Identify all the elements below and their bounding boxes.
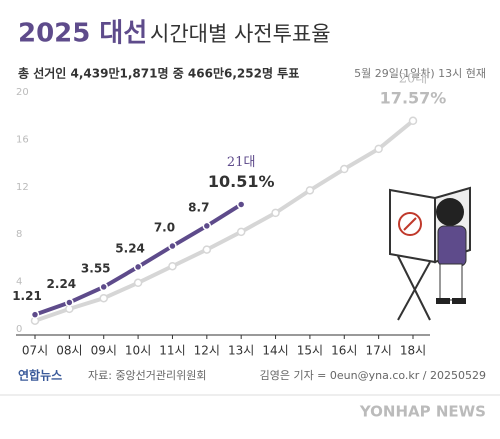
- point: [408, 116, 418, 126]
- point: [305, 186, 315, 195]
- credit: 김영은 기자 = 0eun@yna.co.kr / 20250529: [260, 369, 486, 382]
- x-tick-label: 07시: [22, 344, 48, 358]
- point: [202, 221, 212, 231]
- source: 자료: 중앙선거관리위원회: [88, 369, 207, 382]
- series-label: 21대: [227, 155, 256, 170]
- point: [99, 293, 108, 303]
- point: [65, 298, 74, 307]
- point: [374, 144, 383, 154]
- y-tick-label: 16: [16, 134, 29, 145]
- point: [168, 261, 177, 271]
- y-tick-label: 4: [16, 277, 22, 288]
- data-label: 5.24: [115, 241, 145, 255]
- data-label: 2.24: [47, 277, 77, 291]
- x-tick-label: 15시: [297, 344, 323, 358]
- y-tick-label: 20: [16, 87, 29, 98]
- point: [236, 200, 246, 209]
- x-tick-label: 12시: [194, 344, 220, 358]
- x-tick-label: 10시: [125, 344, 151, 358]
- x-tick-label: 18시: [400, 344, 426, 358]
- summary: 총 선거인 4,439만1,871명 중 466만6,252명 투표: [18, 66, 299, 81]
- data-label: 7.0: [154, 221, 175, 235]
- point: [202, 245, 212, 254]
- y-tick-label: 0: [16, 324, 22, 335]
- x-tick-label: 16시: [331, 344, 357, 358]
- line: [34, 119, 415, 323]
- x-tick-label: 09시: [91, 344, 117, 358]
- x-tick-label: 17시: [365, 344, 391, 358]
- point: [133, 262, 143, 272]
- chart-subtitle: 시간대별 사전투표율: [150, 22, 331, 46]
- x-tick-label: 11시: [159, 344, 185, 358]
- data-label: 3.55: [81, 261, 111, 275]
- logo: 연합뉴스: [18, 368, 62, 383]
- x-tick-label: 08시: [56, 344, 82, 358]
- as-of: 5월 29일(1일차) 13시 현재: [354, 66, 486, 80]
- x-tick-label: 13시: [228, 344, 254, 358]
- line: [34, 202, 243, 317]
- y-tick-label: 8: [16, 229, 22, 240]
- data-label: 17.57%: [380, 88, 447, 107]
- data-label: 10.51%: [208, 172, 275, 191]
- series-label: 20대: [399, 71, 428, 86]
- data-label: 1.21: [12, 289, 42, 303]
- point: [236, 227, 246, 237]
- chart-title: 2025 대선: [18, 19, 147, 49]
- illustration: [389, 186, 471, 321]
- y-tick-label: 12: [16, 182, 29, 193]
- x-tick-label: 14시: [262, 344, 288, 358]
- point: [30, 310, 40, 319]
- point: [168, 241, 177, 251]
- point: [99, 282, 108, 292]
- point: [340, 164, 349, 174]
- data-label: 8.7: [188, 200, 209, 214]
- point: [271, 208, 280, 218]
- watermark: YONHAP NEWS: [359, 403, 486, 421]
- point: [133, 278, 143, 288]
